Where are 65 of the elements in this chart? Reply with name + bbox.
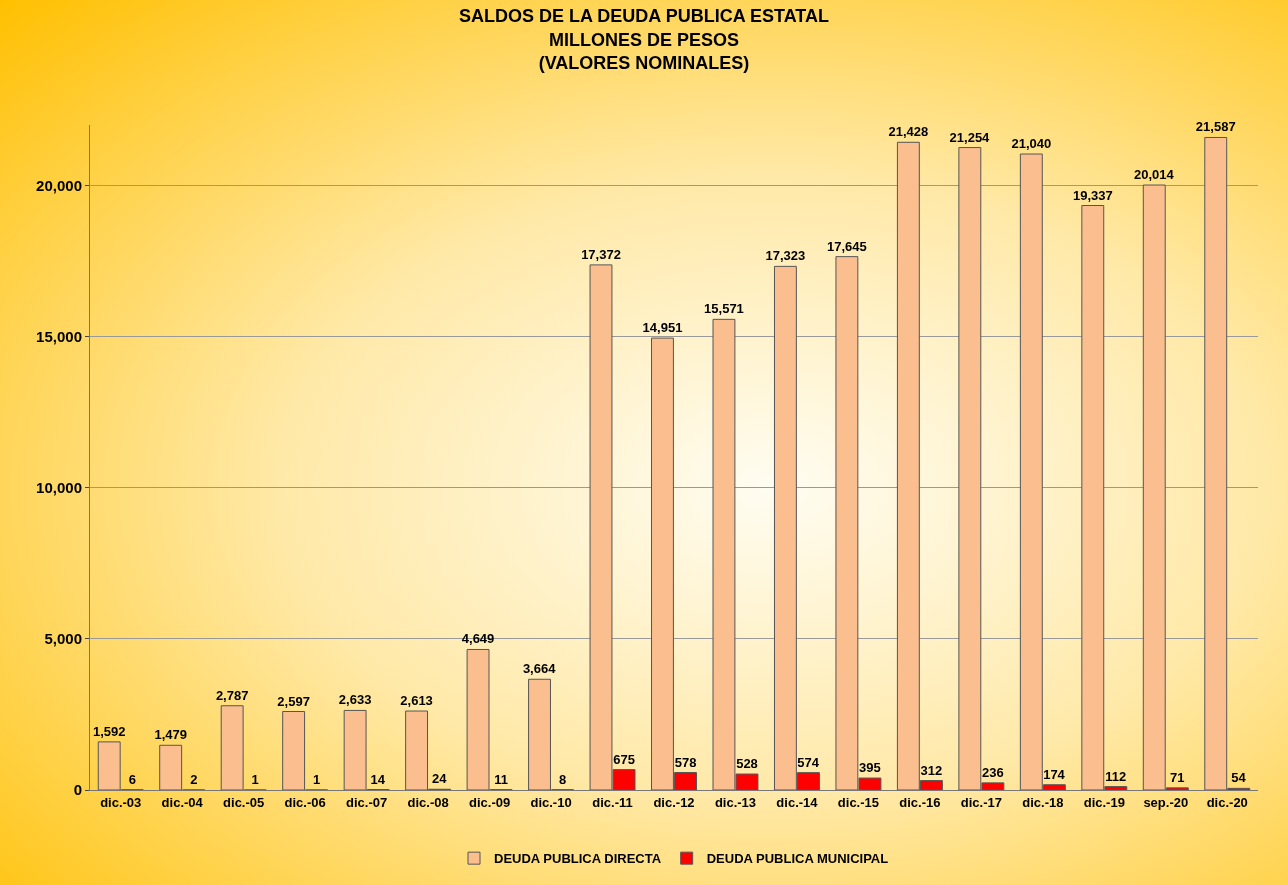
data-label: 236 bbox=[982, 764, 1004, 780]
y-tick-label: 10,000 bbox=[36, 478, 82, 496]
x-tick-label: dic.-17 bbox=[960, 794, 1002, 810]
data-label: 71 bbox=[1170, 769, 1185, 785]
data-label: 24 bbox=[432, 771, 448, 787]
x-tick-label: dic.-18 bbox=[1022, 794, 1064, 810]
data-label: 2,633 bbox=[338, 692, 372, 708]
data-label: 19,337 bbox=[1072, 187, 1113, 203]
x-tick-label: dic.-03 bbox=[100, 794, 142, 810]
x-tick-label: dic.-06 bbox=[284, 794, 326, 810]
x-tick-label: dic.-05 bbox=[223, 794, 265, 810]
data-label: 578 bbox=[674, 754, 697, 770]
data-label: 1 bbox=[251, 771, 259, 787]
data-label: 17,645 bbox=[827, 238, 867, 254]
data-label: 174 bbox=[1043, 766, 1066, 782]
x-tick-label: dic.-10 bbox=[530, 794, 572, 810]
data-label: 1,592 bbox=[92, 723, 126, 739]
data-label: 21,254 bbox=[949, 129, 991, 145]
x-tick-label: dic.-15 bbox=[837, 794, 880, 810]
x-tick-label: dic.-16 bbox=[899, 794, 941, 810]
legend-label: DEUDA PUBLICA DIRECTA bbox=[494, 851, 662, 867]
data-label: 675 bbox=[613, 751, 635, 767]
data-label: 3,664 bbox=[522, 661, 557, 677]
data-label: 112 bbox=[1105, 768, 1127, 784]
x-tick-label: sep.-20 bbox=[1143, 794, 1189, 810]
data-label: 20,014 bbox=[1133, 167, 1175, 183]
x-tick-label: dic.-20 bbox=[1206, 794, 1248, 810]
x-tick-label: dic.-08 bbox=[407, 794, 449, 810]
x-tick-label: dic.-13 bbox=[714, 794, 757, 810]
chart-title: SALDOS DE LA DEUDA PUBLICA ESTATAL MILLONES DE PESOS (VALORES NOMINALES) bbox=[459, 6, 829, 73]
data-label: 1 bbox=[313, 771, 321, 787]
data-label: 21,587 bbox=[1195, 119, 1236, 135]
data-label: 8 bbox=[558, 771, 567, 787]
data-label: 11 bbox=[494, 771, 508, 787]
data-label: 21,428 bbox=[888, 124, 929, 140]
data-label: 2,597 bbox=[277, 693, 310, 709]
x-tick-label: dic.-19 bbox=[1083, 794, 1125, 810]
x-tick-label: dic.-09 bbox=[468, 794, 511, 810]
data-label: 1,479 bbox=[154, 727, 187, 743]
x-tick-label: dic.-14 bbox=[776, 794, 819, 810]
legend-label: DEUDA PUBLICA MUNICIPAL bbox=[706, 851, 889, 867]
data-label: 17,323 bbox=[765, 248, 806, 264]
x-tick-label: dic.-12 bbox=[653, 794, 695, 810]
y-tick-label: 0 bbox=[73, 781, 82, 799]
data-label: 312 bbox=[920, 762, 943, 778]
data-label: 2,613 bbox=[400, 693, 433, 709]
data-label: 574 bbox=[797, 754, 820, 770]
data-label: 54 bbox=[1231, 770, 1247, 786]
data-label: 2 bbox=[190, 771, 198, 787]
x-tick-label: dic.-04 bbox=[161, 794, 204, 810]
y-tick-label: 20,000 bbox=[36, 176, 82, 194]
data-label: 528 bbox=[736, 756, 758, 772]
data-label: 17,372 bbox=[581, 246, 621, 262]
data-label: 6 bbox=[128, 771, 136, 787]
data-label: 14 bbox=[370, 771, 386, 787]
data-label: 395 bbox=[859, 760, 881, 776]
data-label: 4,649 bbox=[461, 631, 495, 647]
data-label: 15,571 bbox=[704, 301, 744, 317]
x-tick-label: dic.-07 bbox=[346, 794, 388, 810]
x-tick-label: dic.-11 bbox=[592, 794, 633, 810]
data-label: 21,040 bbox=[1011, 136, 1052, 152]
y-tick-label: 15,000 bbox=[36, 327, 82, 345]
y-tick-label: 5,000 bbox=[44, 630, 82, 648]
data-label: 2,787 bbox=[215, 687, 249, 703]
data-label: 14,951 bbox=[642, 320, 683, 336]
